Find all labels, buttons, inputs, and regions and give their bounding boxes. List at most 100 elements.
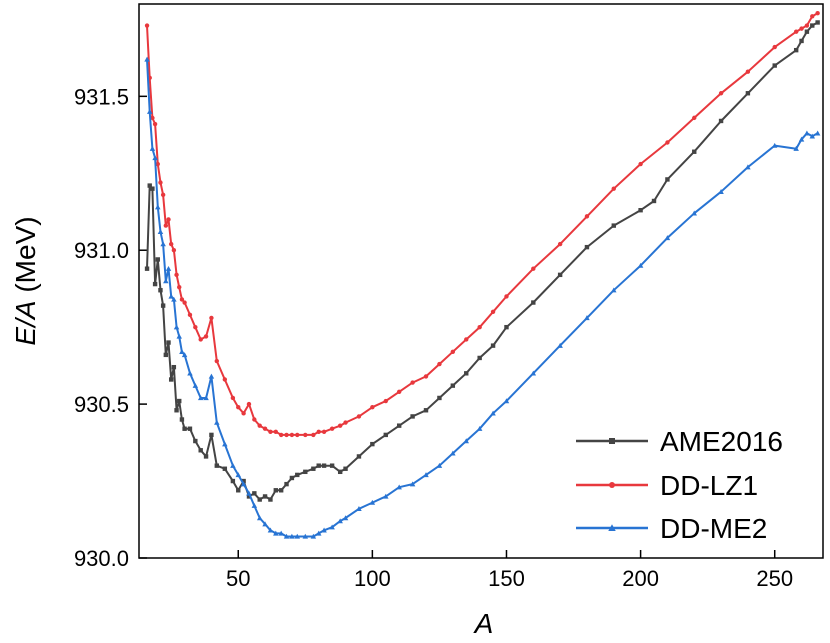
data-point bbox=[295, 472, 300, 478]
data-point bbox=[222, 441, 228, 447]
data-point bbox=[241, 411, 246, 416]
legend-swatch-marker bbox=[609, 482, 615, 488]
data-point bbox=[179, 297, 185, 302]
data-point bbox=[665, 140, 670, 145]
data-point bbox=[187, 370, 193, 376]
data-point bbox=[268, 429, 273, 435]
data-point bbox=[214, 358, 219, 364]
legend-swatch-marker bbox=[609, 438, 615, 444]
data-point bbox=[214, 419, 220, 425]
data-point bbox=[209, 432, 214, 438]
legend: AME2016 DD-LZ1 DD-ME2 bbox=[576, 426, 783, 544]
data-point bbox=[477, 324, 482, 330]
data-point bbox=[409, 481, 416, 487]
data-point bbox=[804, 29, 810, 34]
data-point bbox=[665, 177, 670, 182]
data-point bbox=[329, 463, 335, 468]
data-point bbox=[464, 371, 469, 376]
data-point bbox=[611, 186, 616, 191]
data-point bbox=[252, 491, 257, 496]
data-point bbox=[193, 324, 198, 330]
data-point bbox=[222, 466, 228, 471]
data-point bbox=[302, 533, 309, 539]
data-point bbox=[557, 272, 563, 278]
data-point bbox=[152, 281, 158, 287]
data-point bbox=[289, 432, 295, 438]
data-point bbox=[809, 133, 816, 139]
data-point bbox=[423, 374, 429, 379]
data-point bbox=[155, 257, 160, 262]
data-point bbox=[369, 499, 376, 505]
data-point bbox=[321, 527, 327, 533]
plot-frame bbox=[138, 3, 824, 559]
data-point bbox=[804, 23, 810, 28]
data-point bbox=[284, 481, 289, 487]
data-point bbox=[241, 478, 246, 484]
data-point bbox=[198, 337, 203, 342]
data-point bbox=[166, 217, 171, 222]
data-point bbox=[450, 349, 456, 354]
data-point bbox=[450, 450, 456, 456]
data-point bbox=[490, 410, 496, 416]
data-point bbox=[222, 377, 228, 382]
data-point bbox=[283, 533, 290, 539]
y-axis-title: E/A (MeV) bbox=[10, 216, 41, 345]
data-point bbox=[337, 469, 343, 475]
data-point bbox=[257, 423, 262, 428]
data-point bbox=[798, 136, 805, 142]
data-point bbox=[262, 426, 268, 431]
x-tick-label: 50 bbox=[226, 566, 250, 591]
data-point bbox=[256, 515, 263, 521]
data-point bbox=[303, 469, 308, 475]
data-point bbox=[268, 497, 273, 502]
data-point bbox=[179, 349, 185, 354]
data-point bbox=[230, 478, 236, 484]
data-point bbox=[337, 423, 343, 428]
data-point bbox=[187, 312, 193, 318]
data-point bbox=[814, 130, 821, 136]
data-point bbox=[147, 183, 152, 188]
data-point bbox=[144, 56, 150, 62]
data-point bbox=[278, 432, 284, 438]
data-point bbox=[464, 337, 469, 342]
data-point bbox=[609, 482, 615, 488]
data-point bbox=[370, 404, 375, 410]
data-point bbox=[155, 204, 161, 210]
data-point bbox=[793, 145, 799, 151]
data-point bbox=[638, 161, 643, 167]
data-point bbox=[144, 23, 150, 28]
data-point bbox=[584, 214, 590, 219]
data-point bbox=[230, 395, 236, 401]
data-point bbox=[163, 352, 169, 358]
data-point bbox=[235, 472, 241, 478]
series-line bbox=[146, 21, 819, 501]
data-point bbox=[165, 265, 172, 271]
data-point bbox=[664, 235, 671, 241]
data-point bbox=[311, 432, 316, 438]
data-point bbox=[557, 241, 563, 247]
data-point bbox=[337, 518, 343, 524]
legend-swatch-marker bbox=[608, 524, 616, 531]
data-point bbox=[316, 429, 321, 435]
data-point bbox=[356, 506, 362, 511]
data-point bbox=[182, 300, 187, 305]
series-layer bbox=[144, 11, 821, 539]
data-point bbox=[246, 494, 252, 499]
data-point bbox=[343, 420, 348, 425]
data-point bbox=[146, 108, 153, 114]
data-point bbox=[192, 382, 199, 388]
data-point bbox=[262, 494, 268, 499]
data-point bbox=[436, 462, 443, 468]
series-line bbox=[146, 59, 819, 538]
legend-label: DD-ME2 bbox=[660, 513, 767, 544]
data-point bbox=[370, 441, 375, 447]
data-point bbox=[262, 521, 268, 527]
data-point bbox=[163, 223, 169, 228]
data-point bbox=[772, 44, 777, 50]
data-point bbox=[158, 288, 163, 293]
data-point bbox=[531, 266, 536, 271]
data-point bbox=[771, 142, 778, 148]
data-point bbox=[208, 373, 215, 379]
data-point bbox=[284, 432, 289, 438]
data-point bbox=[171, 364, 177, 370]
